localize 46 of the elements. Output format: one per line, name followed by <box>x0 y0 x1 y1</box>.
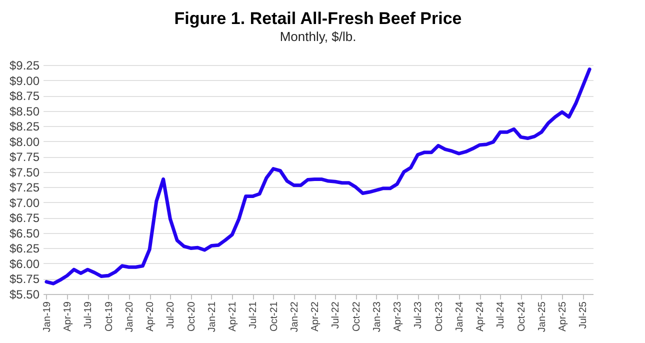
x-tick-label: Apr-24 <box>475 301 486 332</box>
x-tick-label: Apr-23 <box>392 301 404 332</box>
y-tick-label: $7.50 <box>9 165 40 180</box>
x-tick-label: Jan-23 <box>372 301 383 332</box>
x-tick-label: Jul-23 <box>413 301 424 329</box>
x-tick-label: Jul-21 <box>248 301 260 329</box>
y-tick-label: $6.00 <box>9 256 40 271</box>
x-tick-label: Apr-22 <box>310 301 322 332</box>
chart-title: Figure 1. Retail All-Fresh Beef Price <box>174 9 462 28</box>
x-tick-label: Jul-25 <box>578 301 590 329</box>
y-tick-label: $6.25 <box>9 242 40 256</box>
chart-subtitle: Monthly, $/lb. <box>280 29 356 44</box>
y-tick-label: $8.50 <box>9 104 40 118</box>
x-tick-label: Jan-24 <box>454 301 466 332</box>
y-tick-label: $7.75 <box>9 150 40 164</box>
y-tick-label: $7.00 <box>9 196 40 210</box>
x-tick-label: Apr-25 <box>558 301 569 332</box>
x-tick-label: Jan-21 <box>206 301 218 332</box>
y-tick-label: $9.25 <box>9 58 40 72</box>
x-tick-label: Oct-20 <box>186 301 198 332</box>
y-tick-label: $8.25 <box>9 120 40 134</box>
x-tick-label: Jul-24 <box>496 301 507 329</box>
y-tick-label: $6.75 <box>9 211 40 226</box>
line-series <box>44 68 592 286</box>
y-tick-label: $9.00 <box>9 74 40 88</box>
x-tick-label: Jan-25 <box>536 301 548 332</box>
x-tick-label: Oct-24 <box>516 301 528 332</box>
y-tick-label: $5.50 <box>9 288 40 302</box>
x-tick-label: Jul-20 <box>166 301 177 329</box>
x-tick-label: Oct-21 <box>268 301 280 332</box>
x-tick-label: Apr-20 <box>145 301 156 332</box>
y-tick-label: $8.00 <box>9 134 40 149</box>
y-tick-label: $6.50 <box>9 226 40 240</box>
x-tick-label: Jan-22 <box>289 301 300 332</box>
x-tick-label: Oct-22 <box>351 301 362 332</box>
x-tick-label: Apr-21 <box>228 301 239 332</box>
x-tick-label: Jan-19 <box>42 301 53 332</box>
y-tick-label: $7.25 <box>9 180 40 195</box>
x-tick-label: Oct-19 <box>104 301 115 332</box>
x-tick-label: Jul-19 <box>83 301 94 329</box>
x-tick-label: Oct-23 <box>434 301 445 332</box>
x-tick-label: Jan-20 <box>124 301 136 332</box>
y-tick-label: $5.75 <box>9 272 40 286</box>
x-tick-label: Apr-19 <box>62 301 74 332</box>
y-tick-label: $8.75 <box>9 89 40 104</box>
x-tick-label: Jul-22 <box>330 301 342 329</box>
